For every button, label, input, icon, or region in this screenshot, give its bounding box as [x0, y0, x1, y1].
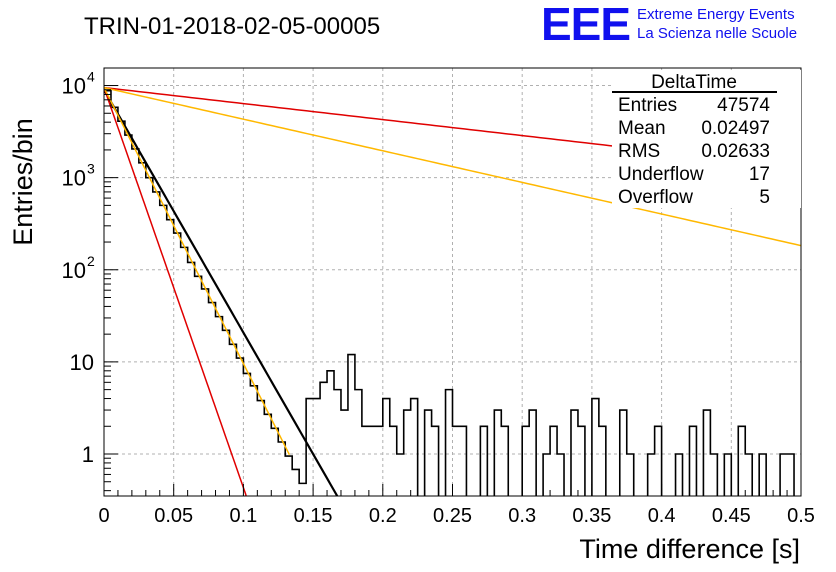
x-tick-label: 0.15 — [294, 505, 333, 527]
exp-curve-1 — [104, 89, 339, 496]
x-axis-title: Time difference [s] — [579, 534, 800, 564]
stats-title: DeltaTime — [651, 72, 737, 93]
stats-label: Overflow — [618, 187, 693, 208]
stats-value: 0.02497 — [701, 118, 770, 139]
stats-label: Underflow — [618, 164, 704, 185]
y-tick-label: 10 — [70, 350, 94, 375]
run-title: TRIN-01-2018-02-05-00005 — [84, 13, 380, 40]
x-tick-label: 0 — [98, 505, 109, 527]
x-tick-label: 0.2 — [369, 505, 397, 527]
stats-value: 17 — [749, 164, 770, 185]
exp-curve-3 — [104, 87, 247, 496]
exp-curve-4 — [104, 86, 801, 247]
y-tick-exponent: 3 — [87, 161, 95, 177]
stats-label: Mean — [618, 118, 666, 139]
axes: 0 0.05 0.1 0.15 0.2 0.25 0.3 0.35 0.4 0.45 0.5 1 10 1… — [62, 69, 815, 527]
y-tick-label: 10 — [62, 74, 86, 99]
x-tick-label: 0.5 — [787, 505, 815, 527]
stats-label: RMS — [618, 141, 660, 162]
x-tick-label: 0.4 — [648, 505, 676, 527]
y-tick-label: 10 — [62, 258, 86, 283]
x-tick-label: 0.25 — [433, 505, 472, 527]
eee-logo: EEE — [541, 0, 630, 50]
stats-value: 0.02633 — [701, 141, 770, 162]
stats-label: Entries — [618, 95, 677, 116]
y-tick-exponent: 2 — [87, 253, 95, 269]
x-tick-label: 0.45 — [712, 505, 751, 527]
x-tick-label: 0.05 — [154, 505, 193, 527]
y-axis-title: Entries/bin — [8, 118, 38, 246]
exp-curve-5 — [104, 87, 291, 456]
logo-line-2: La Scienza nelle Scuole — [637, 25, 797, 42]
stats-box: DeltaTime Entries 47574 Mean 0.02497 RMS 0.02… — [612, 70, 801, 208]
logo-line-1: Extreme Energy Events — [637, 6, 795, 23]
x-tick-label: 0.3 — [508, 505, 536, 527]
y-tick-label: 1 — [82, 442, 94, 467]
stats-value: 47574 — [717, 95, 770, 116]
x-tick-label: 0.35 — [572, 505, 611, 527]
stats-value: 5 — [759, 187, 770, 208]
x-tick-label: 0.1 — [229, 505, 257, 527]
y-tick-exponent: 4 — [87, 69, 95, 85]
y-tick-label: 10 — [62, 166, 86, 191]
